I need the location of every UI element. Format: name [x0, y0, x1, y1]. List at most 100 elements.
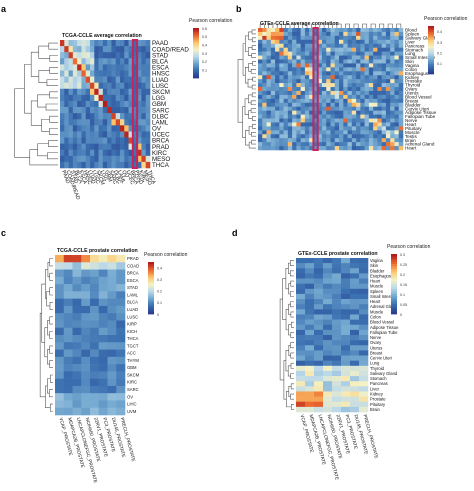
heatmap-cell: [347, 47, 353, 52]
heatmap-cell: [341, 324, 351, 331]
heatmap-cell: [296, 381, 306, 387]
heatmap-cell: [115, 52, 121, 59]
heatmap-cell: [323, 283, 333, 290]
heatmap-cell: [296, 273, 306, 279]
heatmap-cell: [300, 110, 306, 115]
heatmap-cell: [394, 118, 400, 123]
heatmap-cell: [120, 125, 125, 132]
heatmap-cell: [381, 75, 387, 80]
column-label: LUSC: [90, 170, 100, 185]
heatmap-cell: [326, 98, 331, 104]
heatmap-cell: [141, 161, 147, 169]
heatmap-cell: [398, 79, 404, 84]
heatmap-cell: [72, 113, 78, 120]
heatmap-cell: [270, 102, 276, 108]
heatmap-cell: [81, 298, 91, 307]
dendrogram: [14, 42, 58, 166]
heatmap-cell: [145, 125, 151, 132]
heatmap-cell: [313, 102, 319, 108]
heatmap-cell: [270, 90, 276, 96]
heatmap-cell: [332, 299, 342, 305]
heatmap-cell: [332, 329, 342, 336]
heatmap-cell: [398, 106, 404, 111]
heatmap-cell: [377, 39, 382, 45]
heatmap-cell: [55, 284, 65, 292]
heatmap-cell: [304, 31, 310, 37]
heatmap-cell: [309, 94, 314, 100]
heatmap-cell: [266, 110, 272, 115]
colorbar-segment: [193, 40, 199, 43]
row-label: Lung: [370, 361, 380, 366]
heatmap-cell: [98, 161, 104, 169]
heatmap-cell: [351, 114, 357, 119]
heatmap-cell: [385, 126, 391, 131]
heatmap-cell: [326, 130, 331, 135]
heatmap-cell: [292, 98, 297, 104]
heatmap-cell: [137, 52, 142, 59]
heatmap-cell: [296, 299, 306, 305]
heatmap-cell: [326, 106, 331, 111]
heatmap-cell: [304, 114, 310, 119]
row-label: Uterus: [370, 345, 382, 350]
heatmap-cell: [341, 360, 351, 367]
heatmap-cell: [55, 313, 65, 321]
heatmap-cell: [351, 106, 357, 111]
heatmap-cell: [85, 76, 91, 83]
heatmap-cell: [262, 114, 267, 119]
heatmap-cell: [102, 113, 108, 120]
heatmap-cell: [107, 70, 112, 77]
heatmap-cell: [332, 288, 342, 295]
heatmap-cell: [77, 137, 82, 144]
heatmap-cell: [360, 31, 365, 37]
row-label: PRAD: [127, 256, 139, 261]
heatmap-cell: [94, 58, 99, 65]
heatmap-cell: [364, 75, 370, 80]
heatmap-cell: [94, 155, 99, 163]
heatmap-cell: [326, 122, 331, 127]
heatmap-cell: [300, 67, 306, 72]
heatmap-cell: [368, 63, 374, 68]
heatmap-cell: [72, 40, 78, 47]
colorbar-segment: [193, 32, 199, 35]
heatmap-cell: [305, 278, 315, 284]
heatmap-cell: [258, 90, 263, 96]
heatmap-cell: [283, 35, 289, 41]
heatmap-cell: [145, 88, 151, 96]
heatmap-cell: [64, 76, 69, 83]
heatmap-cell: [300, 146, 306, 151]
heatmap-cell: [326, 110, 331, 115]
heatmap-cell: [262, 134, 267, 139]
colorbar: [391, 254, 397, 315]
heatmap-cell: [341, 401, 351, 408]
heatmap-cell: [296, 355, 306, 361]
heatmap-cell: [332, 335, 342, 341]
heatmap-cell: [339, 126, 344, 131]
heatmap-cell: [296, 59, 301, 64]
heatmap-cell: [364, 28, 370, 33]
heatmap-cell: [283, 83, 289, 88]
colorbar-segment: [391, 306, 397, 310]
heatmap-cell: [266, 130, 272, 135]
heatmap-cell: [390, 43, 395, 48]
heatmap-cell: [356, 87, 361, 92]
heatmap-cell: [323, 401, 333, 408]
heatmap-cell: [124, 58, 129, 65]
heatmap-cell: [116, 276, 126, 285]
heatmap-cell: [334, 130, 340, 135]
heatmap-cell: [360, 106, 365, 111]
heatmap-cell: [339, 134, 344, 139]
heatmap-cell: [120, 58, 125, 65]
heatmap-cell: [317, 39, 323, 45]
heatmap-cell: [85, 52, 91, 59]
heatmap-cell: [279, 114, 284, 119]
heatmap-cell: [330, 79, 336, 84]
heatmap-cell: [334, 28, 340, 33]
heatmap-cell: [115, 131, 121, 138]
heatmap-cell: [145, 143, 151, 151]
heatmap-cell: [132, 119, 138, 126]
heatmap-cell: [360, 39, 365, 45]
heatmap-cell: [390, 35, 395, 41]
heatmap-cell: [343, 126, 348, 131]
heatmap-cell: [304, 98, 310, 104]
heatmap-cell: [390, 90, 395, 96]
